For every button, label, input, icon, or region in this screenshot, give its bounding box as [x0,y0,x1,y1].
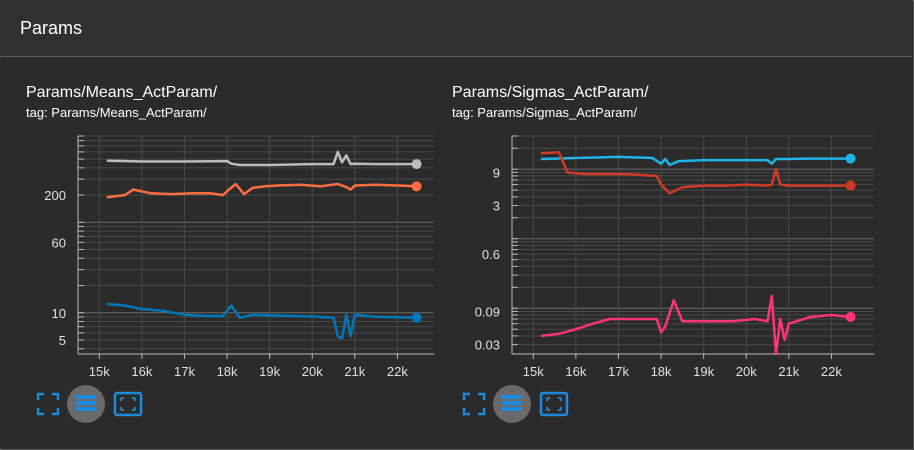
y-tick-label: 60 [52,235,66,250]
y-tick-label: 0.6 [482,247,500,262]
series-end-point [845,180,856,191]
x-tick-label: 20k [736,364,757,379]
y-tick-label: 9 [493,165,500,180]
series-end-point [411,159,422,170]
y-tick-label: 10 [52,306,66,321]
chart-means[interactable]: 15k 16k 17k 18k 19k 20k 21k 22k 5 10 60 200 [0,58,454,388]
x-tick-label: 17k [174,364,195,379]
x-tick-label: 20k [302,364,323,379]
x-tick-label: 17k [608,364,629,379]
x-tick-label: 21k [778,364,799,379]
grid [512,135,874,354]
chart-panel-means: Params/Means_ActParam/ tag: Params/Means… [0,58,454,448]
fit-domain-button[interactable] [110,386,146,422]
x-tick-label: 22k [387,364,408,379]
data-table-icon [67,385,105,423]
fit-domain-icon [539,391,569,417]
chart-tag: tag: Params/Means_ActParam/ [26,105,207,120]
chart-panel-sigmas: Params/Sigmas_ActParam/ tag: Params/Sigm… [434,58,888,448]
series-line [106,150,418,167]
x-tick-label: 16k [565,364,586,379]
x-tick-label: 21k [344,364,365,379]
x-tick-label: 19k [259,364,280,379]
series-line [106,182,418,199]
x-tick-label: 15k [89,364,110,379]
fullscreen-button[interactable] [456,386,492,422]
series-line [540,294,852,356]
fit-domain-button[interactable] [536,386,572,422]
section-header[interactable]: Params [0,0,912,57]
chart-sigmas[interactable]: 15k 16k 17k 18k 19k 20k 21k 22k 0.03 0.09 0.6 3 9 [434,58,888,388]
y-tick-label: 0.03 [475,338,500,353]
series-end-point [845,311,856,322]
fit-domain-icon [113,391,143,417]
x-tick-label: 22k [821,364,842,379]
x-tick-label: 18k [217,364,238,379]
data-table-icon [493,385,531,423]
chart-title: Params/Means_ActParam/ [26,84,218,101]
section-title: Params [20,18,83,38]
y-tick-label: 200 [44,188,66,203]
series-end-point [411,181,422,192]
grid [78,135,440,354]
y-tick-label: 5 [59,333,66,348]
data-table-button[interactable] [493,385,531,423]
series-end-point [411,312,422,323]
series-line [540,155,852,167]
series-line [106,302,418,340]
x-tick-label: 19k [693,364,714,379]
data-table-button[interactable] [67,385,105,423]
x-tick-label: 15k [523,364,544,379]
x-tick-label: 18k [651,364,672,379]
chart-tag: tag: Params/Sigmas_ActParam/ [452,105,637,120]
fullscreen-button[interactable] [30,386,66,422]
series-line [540,151,852,195]
chart-title: Params/Sigmas_ActParam/ [452,84,649,101]
fullscreen-icon [36,392,60,416]
fullscreen-icon [462,392,486,416]
y-tick-label: 3 [493,199,500,214]
y-tick-label: 0.09 [475,304,500,319]
x-tick-label: 16k [131,364,152,379]
series-end-point [845,153,856,164]
